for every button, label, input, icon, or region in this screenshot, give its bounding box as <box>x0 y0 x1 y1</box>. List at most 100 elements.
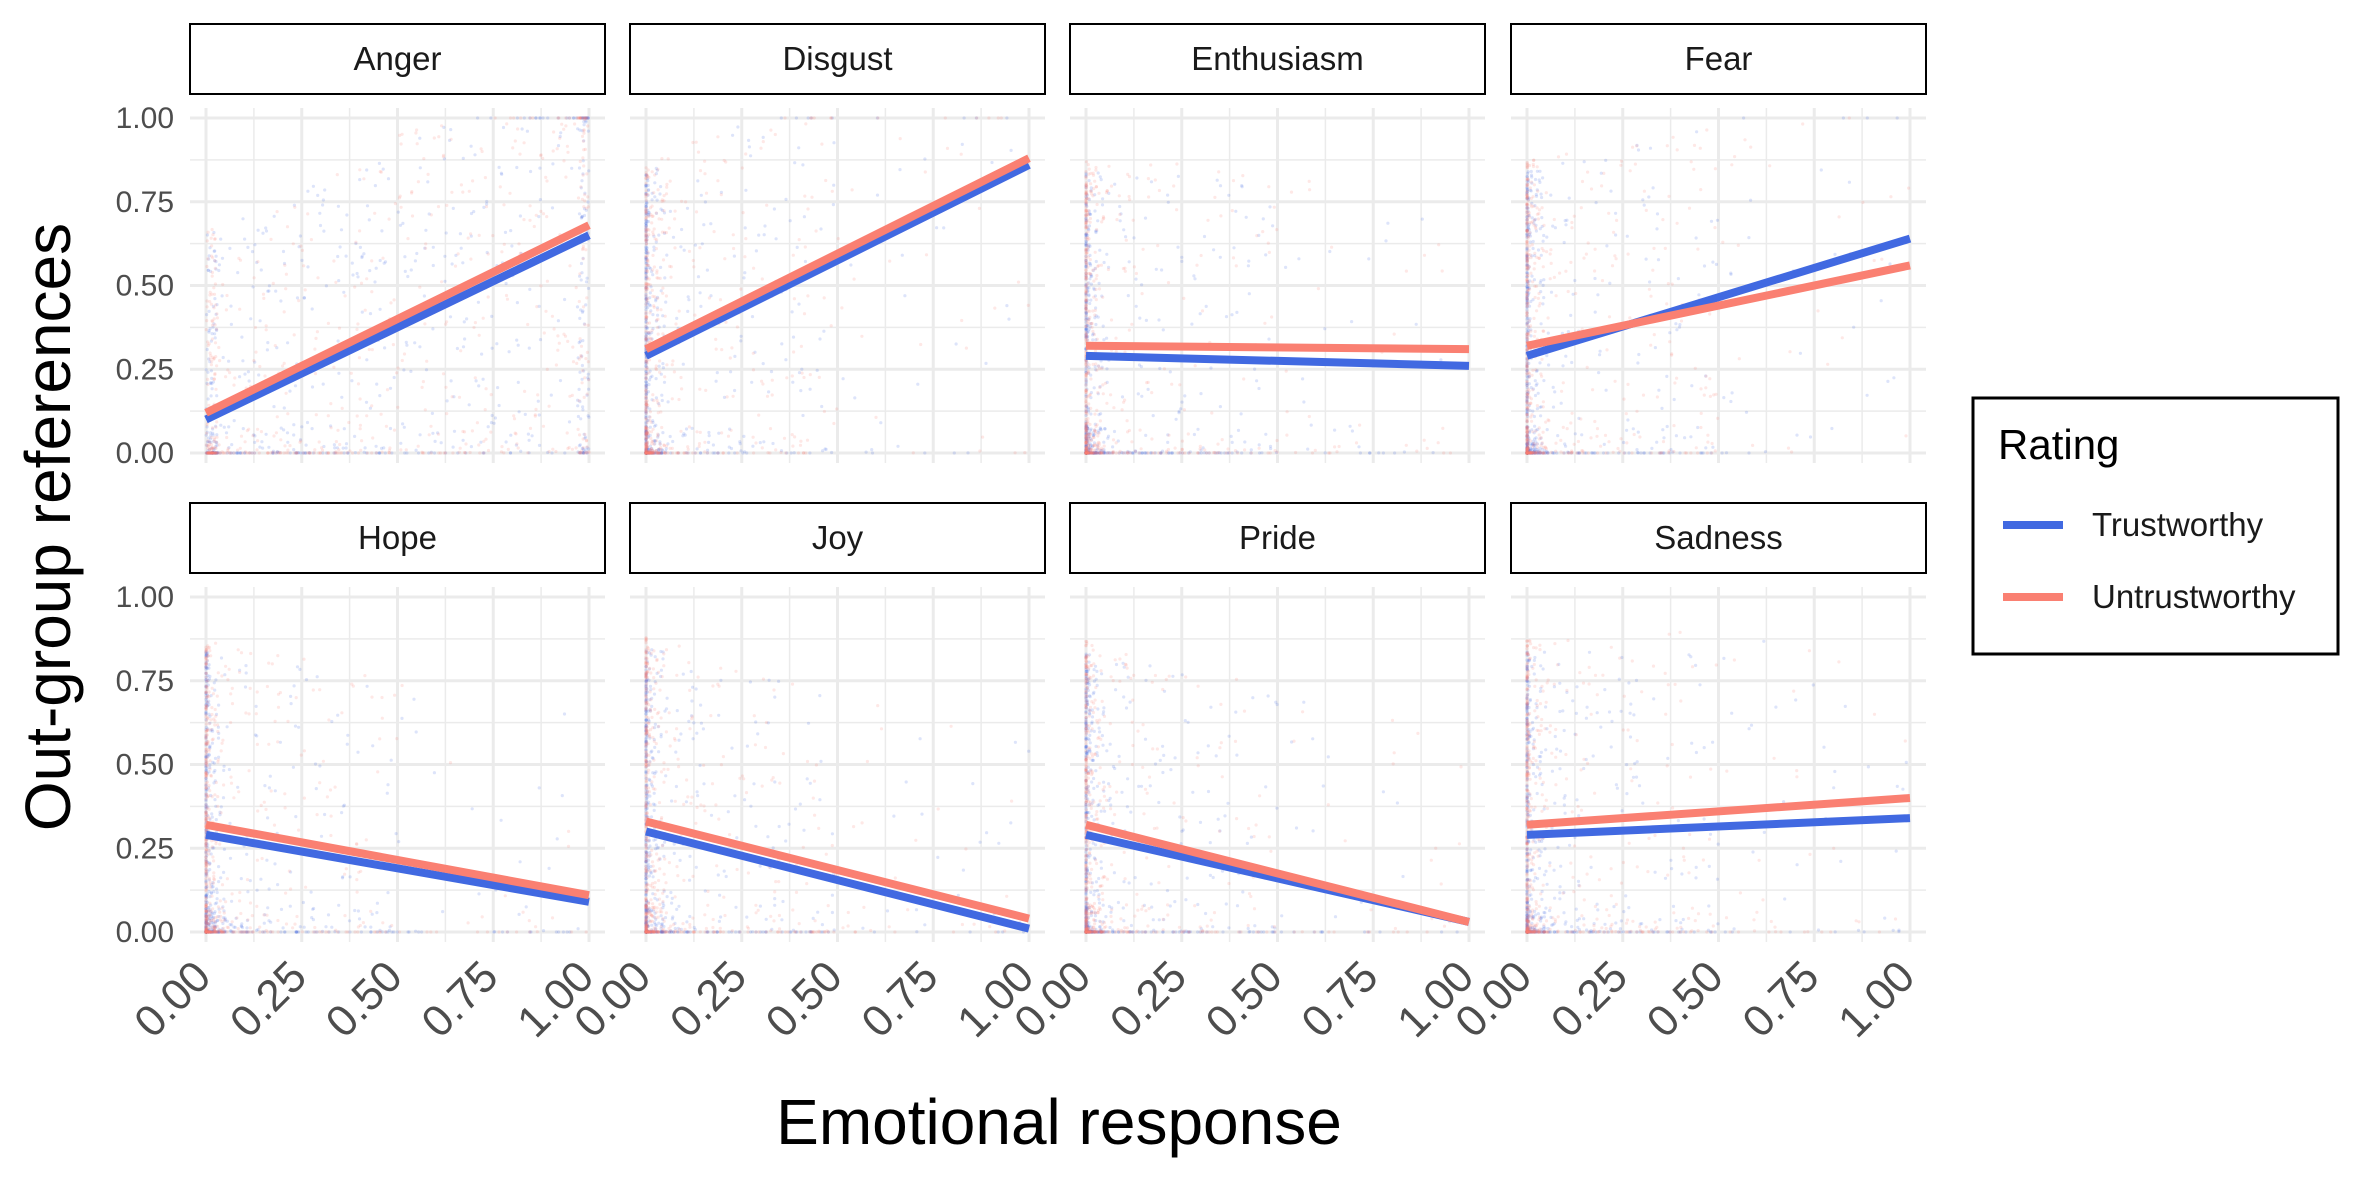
data-point <box>652 248 656 252</box>
data-point <box>1425 446 1429 450</box>
data-point <box>664 451 668 455</box>
data-point <box>714 379 718 383</box>
data-point <box>644 359 649 364</box>
data-point <box>644 428 648 433</box>
data-point <box>209 354 213 358</box>
data-point <box>822 329 826 333</box>
data-point <box>580 310 585 314</box>
data-point <box>1016 280 1021 284</box>
data-point <box>1101 451 1105 455</box>
data-point <box>563 334 568 338</box>
data-point <box>207 451 211 455</box>
data-point <box>578 116 582 120</box>
data-point <box>1089 182 1093 186</box>
data-point <box>1530 419 1534 423</box>
data-point <box>297 451 301 455</box>
data-point <box>1229 434 1233 438</box>
data-point <box>575 305 580 309</box>
data-point <box>1561 364 1565 368</box>
data-point <box>248 451 252 455</box>
data-point <box>515 442 519 446</box>
data-point <box>327 451 331 455</box>
data-point <box>1648 146 1653 150</box>
data-point <box>1702 264 1707 268</box>
data-point <box>462 430 467 434</box>
data-point <box>214 260 218 264</box>
data-point <box>301 451 305 455</box>
data-point <box>1612 230 1616 234</box>
data-point <box>306 265 310 269</box>
data-point <box>350 261 354 265</box>
data-point <box>653 173 657 177</box>
data-point <box>207 448 211 452</box>
data-point <box>1729 399 1733 404</box>
data-point <box>554 363 559 367</box>
data-point <box>964 346 969 350</box>
data-point <box>380 446 384 450</box>
data-point <box>385 388 390 392</box>
data-point <box>334 450 338 454</box>
data-point <box>687 249 692 253</box>
data-point <box>829 324 833 328</box>
data-point <box>410 190 414 194</box>
data-point <box>647 265 651 270</box>
data-point <box>1089 282 1093 286</box>
data-point <box>686 445 690 449</box>
data-point <box>1819 168 1823 172</box>
data-point <box>556 116 560 120</box>
data-point <box>207 451 211 455</box>
data-point <box>205 264 209 269</box>
data-point <box>1284 369 1288 373</box>
data-point <box>1529 189 1533 193</box>
data-point <box>207 309 211 313</box>
data-point <box>1594 201 1598 205</box>
data-point <box>644 451 648 455</box>
data-point <box>579 451 583 455</box>
data-point <box>567 420 572 424</box>
data-point <box>467 403 471 407</box>
data-point <box>1431 451 1435 455</box>
data-point <box>418 166 422 170</box>
data-point <box>1309 423 1313 427</box>
data-point <box>294 451 298 455</box>
data-point <box>405 343 409 347</box>
data-point <box>505 297 510 301</box>
data-point <box>205 451 209 455</box>
data-point <box>582 432 586 436</box>
data-point <box>204 451 208 455</box>
data-point <box>765 394 770 398</box>
data-point <box>653 451 658 455</box>
data-point <box>1096 391 1100 395</box>
data-point <box>212 230 216 235</box>
data-point <box>210 426 215 430</box>
data-point <box>650 451 654 455</box>
data-point <box>1614 211 1618 215</box>
data-point <box>207 448 211 452</box>
data-point <box>668 209 673 213</box>
data-point <box>255 260 259 265</box>
data-point <box>1257 443 1261 447</box>
data-point <box>644 303 648 307</box>
data-point <box>537 304 541 308</box>
data-point <box>1830 426 1834 431</box>
data-point <box>1598 353 1602 357</box>
data-point <box>644 294 648 298</box>
data-point <box>1720 451 1724 455</box>
data-point <box>644 447 648 451</box>
data-point <box>587 415 591 419</box>
data-point <box>1795 433 1799 437</box>
data-point <box>455 346 459 351</box>
data-point <box>656 432 660 436</box>
data-point <box>581 172 585 176</box>
data-point <box>210 227 214 232</box>
data-point <box>660 393 664 397</box>
data-point <box>1086 163 1090 167</box>
data-point <box>1709 219 1714 223</box>
data-point <box>1102 260 1106 265</box>
data-point <box>479 147 483 151</box>
data-point <box>1206 218 1210 222</box>
data-point <box>279 438 283 442</box>
data-point <box>1249 451 1253 455</box>
data-point <box>1747 451 1751 455</box>
